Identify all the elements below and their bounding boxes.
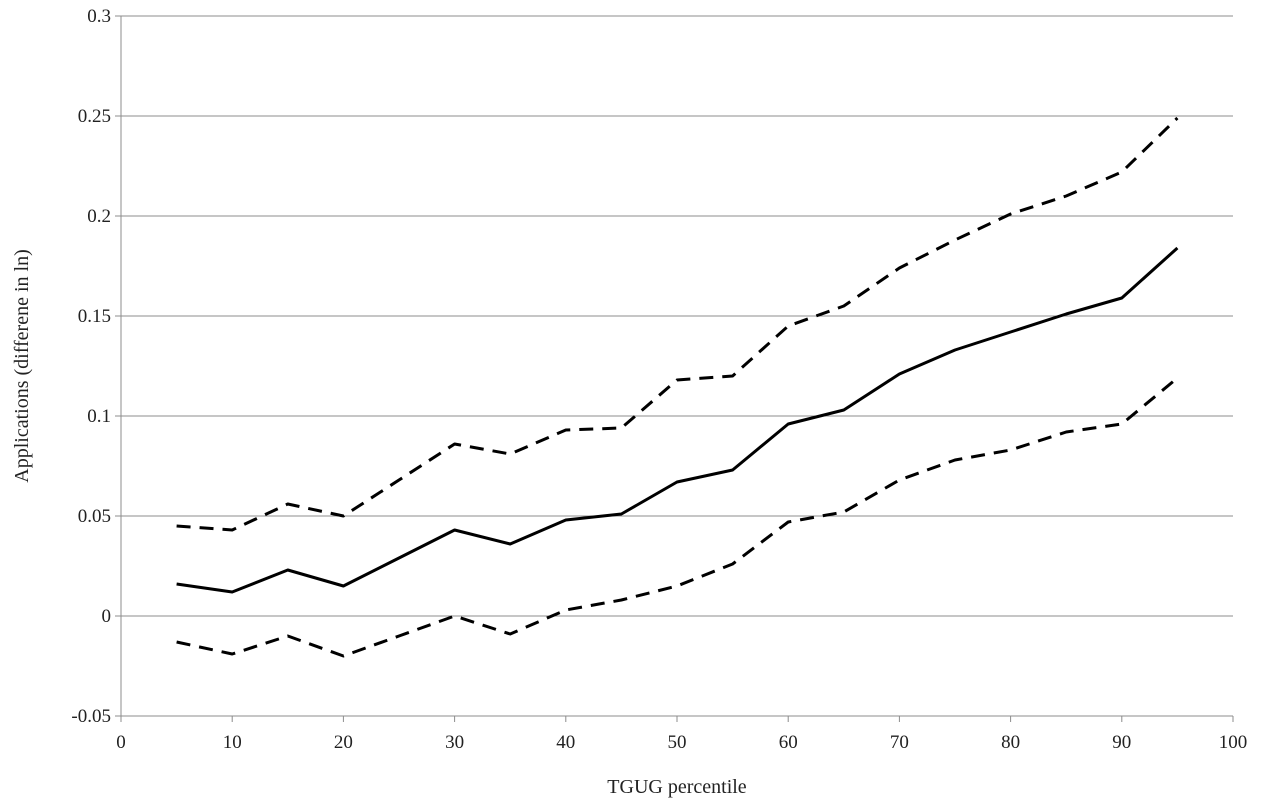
x-tick-labels: 0 10 20 30 40 50 60 70 80 90 100 [116, 732, 1247, 753]
x-tick-label: 70 [890, 732, 909, 753]
y-axis-title: Applications (differene in ln) [11, 249, 33, 482]
x-tick-label: 100 [1219, 732, 1248, 753]
y-tick-label: 0.2 [87, 206, 111, 227]
series-lines [176, 116, 1179, 658]
x-tick-label: 40 [556, 732, 575, 753]
axes [115, 15, 1234, 722]
x-tick-label: 0 [116, 732, 126, 753]
x-tick-label: 60 [779, 732, 798, 753]
y-tick-label: 0.05 [78, 506, 111, 527]
y-tick-label: 0.1 [87, 406, 111, 427]
x-tick-label: 50 [668, 732, 687, 753]
x-tick-label: 90 [1112, 732, 1131, 753]
gridlines [121, 15, 1233, 717]
y-tick-label: 0.25 [78, 106, 111, 127]
series-line-estimate [176, 246, 1179, 594]
x-axis-title: TGUG percentile [607, 776, 747, 798]
series-line-bound-2 [176, 376, 1179, 658]
x-tick-label: 20 [334, 732, 353, 753]
y-tick-label: -0.05 [71, 706, 111, 727]
x-tick-label: 10 [223, 732, 242, 753]
y-tick-label: 0.15 [78, 306, 111, 327]
x-tick-label: 30 [445, 732, 464, 753]
series-line-bound-1 [176, 116, 1179, 532]
x-tick-label: 80 [1001, 732, 1020, 753]
y-tick-labels: -0.05 0 0.05 0.1 0.15 0.2 0.25 0.3 [71, 6, 111, 727]
y-tick-label: 0.3 [87, 6, 111, 27]
y-tick-label: 0 [102, 606, 112, 627]
